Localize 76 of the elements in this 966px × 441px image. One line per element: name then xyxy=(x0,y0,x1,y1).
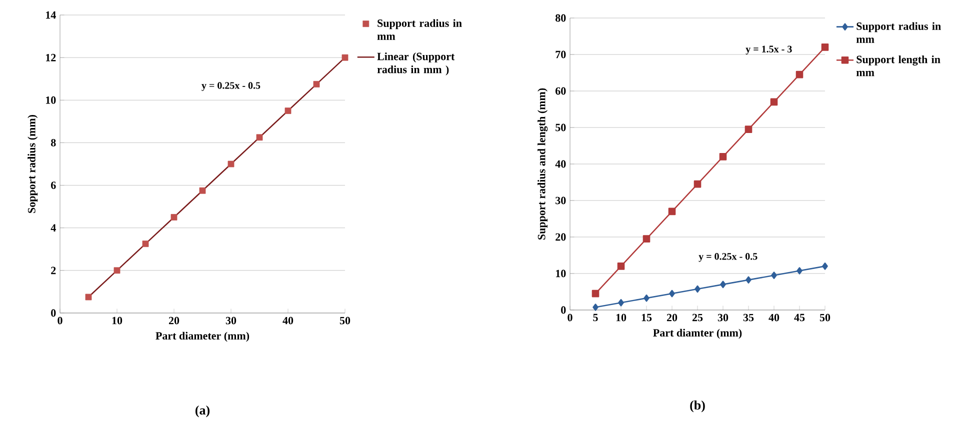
point xyxy=(284,108,292,114)
x-tick-label: 30 xyxy=(226,316,236,324)
legend-label: Linear (Support radius in mm ) xyxy=(377,52,455,76)
point xyxy=(114,267,120,274)
x-tick-label: 45 xyxy=(794,314,805,322)
y-tick-label: 10 xyxy=(46,96,56,104)
x-tick-label: 20 xyxy=(168,316,180,324)
x-tick-label: 15 xyxy=(642,314,652,322)
point xyxy=(342,54,348,61)
y-tick-label: 30 xyxy=(556,196,566,204)
point xyxy=(642,235,650,242)
point xyxy=(592,290,600,298)
point xyxy=(822,262,828,270)
y-tick-label: 12 xyxy=(46,54,56,62)
x-tick-label: 50 xyxy=(820,314,830,322)
point xyxy=(170,214,178,220)
x-tick-label: 10 xyxy=(112,316,122,324)
point xyxy=(228,160,234,168)
text: (b) xyxy=(690,400,705,412)
point xyxy=(744,126,752,133)
x-tick-label: 0 xyxy=(568,314,572,322)
point xyxy=(592,304,598,311)
y-axis-title: Sopport radius (mm) xyxy=(28,114,38,213)
annotation: y = 0.25x - 0.5 xyxy=(202,82,260,91)
point xyxy=(85,294,92,300)
y-tick-label: 70 xyxy=(556,50,566,58)
x-tick-label: 20 xyxy=(666,314,678,322)
x-tick-label: 10 xyxy=(616,314,626,322)
legend-label: Support length in mm xyxy=(856,55,940,76)
x-tick-label: 40 xyxy=(282,316,294,324)
y-tick-label: 2 xyxy=(51,266,56,274)
point xyxy=(746,276,752,284)
point xyxy=(668,208,676,216)
y-tick-label: 14 xyxy=(46,11,56,19)
y-tick-label: 8 xyxy=(50,139,56,146)
point xyxy=(821,44,829,51)
y-axis-title: Support radius and length (mm) xyxy=(538,88,548,240)
x-axis-title: Part diamter (mm) xyxy=(653,328,742,339)
text: (a) xyxy=(196,405,210,418)
x-tick-label: 35 xyxy=(743,314,754,322)
point xyxy=(796,70,804,78)
point xyxy=(313,80,320,88)
x-tick-label: 40 xyxy=(768,314,780,322)
x-tick-label: 0 xyxy=(58,316,62,324)
point xyxy=(669,290,675,298)
point xyxy=(256,134,263,141)
point xyxy=(142,240,149,248)
point xyxy=(644,294,650,302)
point xyxy=(720,280,726,288)
point xyxy=(771,272,777,279)
point xyxy=(770,98,778,106)
y-tick-label: 10 xyxy=(556,270,566,278)
point xyxy=(618,299,624,306)
y-tick-label: 6 xyxy=(51,182,56,189)
x-tick-label: 5 xyxy=(593,314,598,322)
legend-label: Support radius in mm xyxy=(856,22,941,43)
point xyxy=(199,187,206,194)
y-tick-label: 4 xyxy=(50,224,56,232)
x-tick-label: 25 xyxy=(692,314,703,322)
annotation: y = 0.25x - 0.5 xyxy=(698,253,758,262)
annotation: y = 1.5x - 3 xyxy=(746,46,792,55)
point xyxy=(694,285,700,293)
x-axis-title: Part diameter (mm) xyxy=(156,332,250,342)
x-tick-label: 50 xyxy=(340,316,350,324)
y-tick-label: 80 xyxy=(556,14,566,22)
y-tick-label: 50 xyxy=(556,124,566,132)
y-tick-label: 60 xyxy=(556,87,566,95)
point xyxy=(694,180,702,188)
x-tick-label: 30 xyxy=(718,314,728,322)
y-tick-label: 0 xyxy=(561,306,566,314)
legend-label: Support radius in mm xyxy=(377,19,462,40)
point xyxy=(796,267,802,274)
point xyxy=(617,262,625,270)
y-tick-label: 40 xyxy=(555,160,566,168)
y-tick-label: 20 xyxy=(556,233,566,241)
point xyxy=(719,153,727,160)
